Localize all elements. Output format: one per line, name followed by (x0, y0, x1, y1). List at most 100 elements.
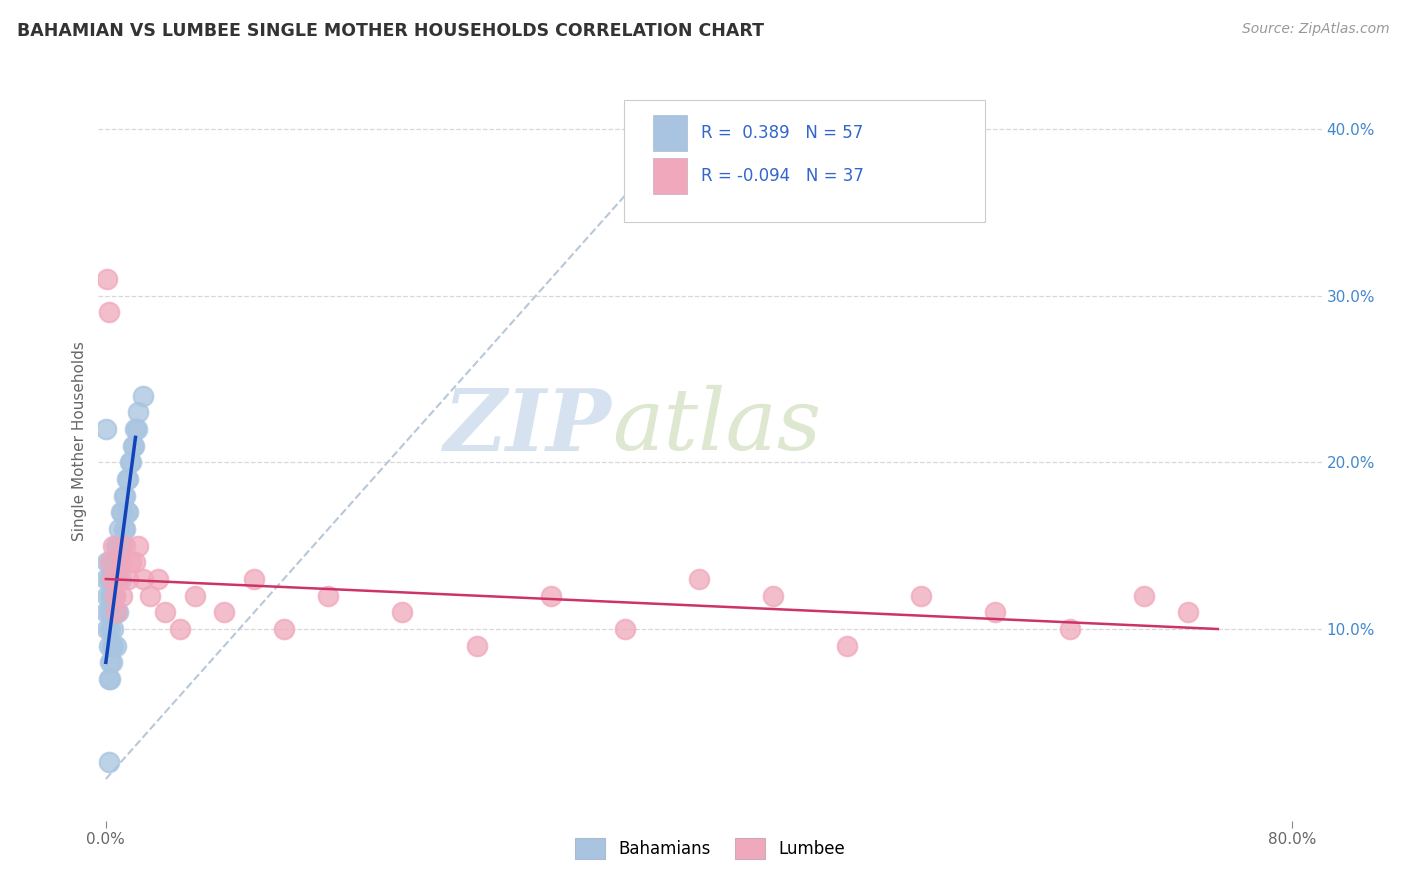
Point (118, 455, 141, 469)
Point (762, 589, 785, 603)
Point (105, 605, 128, 619)
Point (103, 622, 125, 636)
Point (111, 589, 134, 603)
FancyBboxPatch shape (624, 101, 986, 222)
Point (540, 589, 562, 603)
Point (103, 639, 125, 653)
Point (910, 589, 932, 603)
Point (169, 622, 191, 636)
Point (112, 489, 135, 503)
Point (120, 455, 142, 469)
Point (139, 589, 162, 603)
Point (316, 589, 339, 603)
Point (107, 572, 129, 586)
Point (110, 505, 132, 519)
Point (112, 522, 135, 536)
Point (132, 572, 155, 586)
Point (104, 555, 127, 569)
Point (110, 572, 132, 586)
Point (97, 305, 120, 319)
Point (613, 622, 636, 636)
Point (110, 539, 132, 553)
Point (97, 572, 120, 586)
Text: ZIP: ZIP (444, 384, 612, 468)
Point (98, 672, 121, 686)
Point (111, 539, 134, 553)
Point (132, 389, 155, 403)
Point (105, 539, 128, 553)
Bar (652, 115, 686, 151)
Point (96, 555, 118, 569)
Point (108, 522, 131, 536)
Point (837, 639, 859, 653)
Point (96, 622, 118, 636)
Point (465, 639, 488, 653)
Point (117, 472, 139, 486)
Bar (652, 158, 686, 194)
Point (1132, 589, 1154, 603)
Point (96, 589, 118, 603)
Point (103, 589, 125, 603)
Point (98, 622, 121, 636)
Point (184, 589, 207, 603)
Point (94, 572, 117, 586)
Point (117, 505, 139, 519)
Point (100, 572, 122, 586)
Point (114, 539, 136, 553)
Point (107, 605, 129, 619)
Point (97, 672, 120, 686)
Point (105, 639, 128, 653)
Point (115, 472, 138, 486)
Point (117, 572, 139, 586)
Point (688, 572, 710, 586)
Point (984, 605, 1007, 619)
Point (1059, 622, 1081, 636)
Point (146, 572, 169, 586)
Point (98, 555, 121, 569)
Point (100, 572, 122, 586)
Point (107, 572, 129, 586)
Y-axis label: Single Mother Households: Single Mother Households (72, 342, 87, 541)
Point (273, 622, 295, 636)
Point (100, 639, 122, 653)
Point (391, 605, 413, 619)
Text: BAHAMIAN VS LUMBEE SINGLE MOTHER HOUSEHOLDS CORRELATION CHART: BAHAMIAN VS LUMBEE SINGLE MOTHER HOUSEHO… (17, 22, 763, 40)
Point (104, 589, 127, 603)
Point (111, 505, 134, 519)
Point (243, 572, 266, 586)
Point (120, 555, 142, 569)
Point (104, 589, 127, 603)
Point (122, 439, 145, 453)
Point (125, 422, 148, 436)
Point (153, 605, 176, 619)
Point (94, 605, 117, 619)
Point (1177, 605, 1199, 619)
Point (108, 555, 131, 569)
Point (110, 555, 132, 569)
Point (115, 505, 138, 519)
Text: Source: ZipAtlas.com: Source: ZipAtlas.com (1241, 22, 1389, 37)
Point (97, 639, 120, 653)
Legend: Bahamians, Lumbee: Bahamians, Lumbee (568, 831, 852, 865)
Point (114, 489, 136, 503)
Point (103, 555, 125, 569)
Point (121, 439, 143, 453)
Point (100, 656, 122, 670)
Point (94, 422, 117, 436)
Point (124, 422, 146, 436)
Point (114, 522, 136, 536)
Text: R =  0.389   N = 57: R = 0.389 N = 57 (702, 124, 863, 142)
Point (104, 605, 127, 619)
Point (96, 272, 118, 286)
Point (98, 656, 121, 670)
Point (97, 756, 120, 770)
Point (100, 605, 122, 619)
Point (98, 555, 121, 569)
Text: atlas: atlas (612, 385, 821, 467)
Point (105, 605, 128, 619)
Point (127, 405, 149, 419)
Point (105, 572, 128, 586)
Point (214, 605, 236, 619)
Text: R = -0.094   N = 37: R = -0.094 N = 37 (702, 167, 865, 186)
Point (103, 539, 125, 553)
